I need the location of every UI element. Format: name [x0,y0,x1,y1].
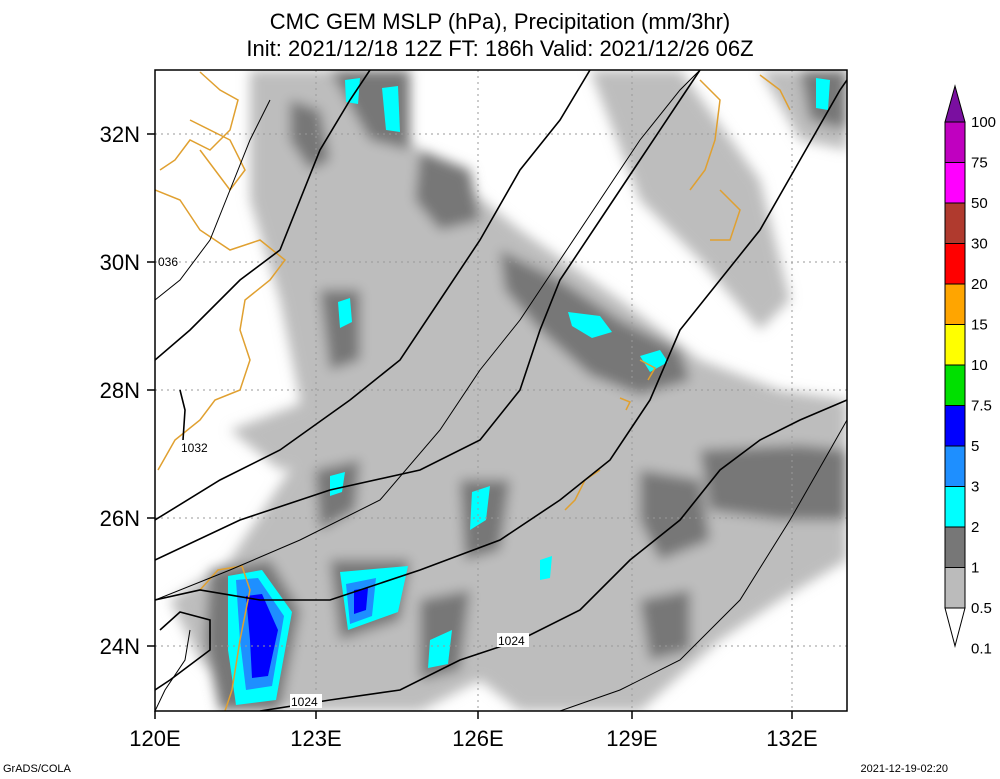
isobar-label: 1024 [498,634,525,648]
y-tick-label: 30N [100,250,140,275]
legend-swatch [944,405,966,447]
legend-arrow-top [944,84,966,123]
legend-label: 3 [971,479,979,496]
y-tick-label: 28N [100,378,140,403]
coastlines [155,71,791,711]
software-credit: GrADS/COLA [3,763,71,775]
x-tick-label: 123E [290,726,341,751]
y-tick-label: 26N [100,506,140,531]
legend-swatch [944,526,966,568]
legend-label: 30 [971,236,988,253]
legend-label: 100 [971,114,996,131]
legend-label: 0.5 [971,600,992,617]
legend-swatch [944,364,966,406]
legend-swatch [944,445,966,487]
legend-label: 7.5 [971,398,992,415]
legend-swatch [944,486,966,528]
legend-label: 0.1 [971,641,992,658]
legend-arrow-bottom [944,607,966,648]
isobar-label: 036 [158,255,178,269]
x-axis-labels: 120E 123E 126E 129E 132E [129,726,817,751]
chart-subtitle: Init: 2021/12/18 12Z FT: 186h Valid: 202… [246,36,754,61]
legend-label: 1 [971,560,979,577]
legend-label: 20 [971,276,988,293]
precip-legend: 100 75 50 30 20 15 10 7.5 5 3 2 1 0.5 0.1 [944,84,996,658]
chart-title: CMC GEM MSLP (hPa), Precipitation (mm/3h… [269,9,731,34]
legend-swatch [944,162,966,204]
legend-swatch [944,324,966,366]
y-axis-labels: 32N 30N 28N 26N 24N [100,122,140,659]
x-tick-label: 132E [766,726,817,751]
precipitation-field [170,70,847,711]
legend-swatch [944,283,966,325]
legend-label: 15 [971,317,988,334]
legend-label: 75 [971,155,988,172]
isobar-label: 1024 [291,695,318,709]
isobar-label: 1032 [181,441,208,455]
legend-label: 50 [971,195,988,212]
legend-label: 2 [971,519,979,536]
legend-swatch [944,121,966,163]
isobar-labels: 036 1032 1024 1024 [157,254,529,709]
y-tick-label: 32N [100,122,140,147]
y-tick-label: 24N [100,634,140,659]
x-tick-label: 126E [452,726,503,751]
legend-label: 10 [971,357,988,374]
legend-swatch [944,567,966,609]
legend-label: 5 [971,438,979,455]
isobars [155,70,847,711]
legend-swatch [944,243,966,285]
generation-timestamp: 2021-12-19-02:20 [860,763,948,775]
axis-ticks [147,133,793,719]
x-tick-label: 120E [129,726,180,751]
x-tick-label: 129E [606,726,657,751]
graticule [155,70,847,711]
legend-swatch [944,202,966,244]
